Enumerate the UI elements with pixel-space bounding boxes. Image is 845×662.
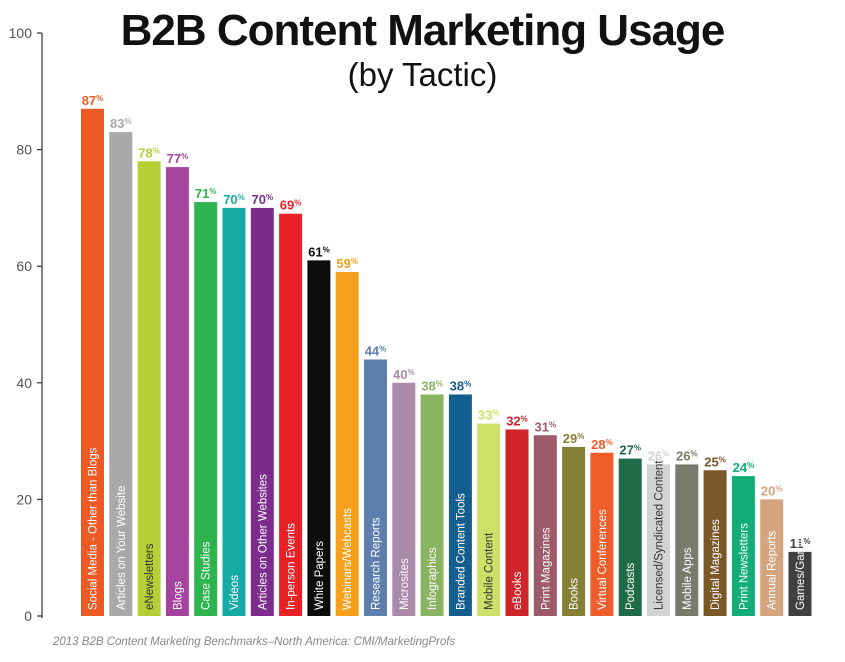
bar <box>788 551 812 616</box>
data-label: 38% <box>421 378 443 393</box>
data-label: 78% <box>138 145 160 160</box>
category-label: Videos <box>229 575 241 610</box>
category-label: Books <box>569 578 581 610</box>
bar <box>562 446 586 616</box>
data-label: 28% <box>591 437 613 452</box>
data-label: 71% <box>195 186 217 201</box>
bar <box>165 167 189 616</box>
data-label: 61% <box>308 244 330 259</box>
category-label: Virtual Conferences <box>597 509 609 610</box>
category-label: Case Studies <box>201 541 213 610</box>
data-label: 70% <box>223 192 245 207</box>
bar <box>703 470 727 616</box>
category-label: eBooks <box>512 571 524 610</box>
bar <box>392 382 416 616</box>
bar <box>420 394 444 616</box>
data-label: 40% <box>393 367 415 382</box>
bar <box>250 207 274 616</box>
bar <box>477 423 501 616</box>
y-tick-label: 60 <box>16 258 32 274</box>
category-label: Articles on Other Websites <box>257 474 269 610</box>
data-label: 25% <box>704 454 726 469</box>
category-label: Print Newsletters <box>738 523 750 610</box>
data-label: 77% <box>167 151 189 166</box>
bar <box>307 260 331 616</box>
bar <box>675 464 699 616</box>
category-label: Print Magazines <box>540 527 552 610</box>
y-tick-label: 100 <box>9 25 33 41</box>
bar <box>279 213 303 617</box>
category-label: Licensed/Syndicated Content <box>654 460 666 610</box>
bar <box>364 359 387 616</box>
y-tick-label: 20 <box>16 491 32 507</box>
data-label: 59% <box>336 256 358 271</box>
category-label: Webinars/Webcasts <box>342 508 354 610</box>
chart-title: B2B Content Marketing Usage <box>120 6 726 55</box>
bar <box>448 394 472 616</box>
data-label: 29% <box>563 431 585 446</box>
category-label: Podcasts <box>625 562 637 610</box>
category-label: Blogs <box>172 581 184 610</box>
data-label: 83% <box>110 116 132 131</box>
category-label: Research Reports <box>371 517 383 610</box>
category-label: Mobile Apps <box>682 547 694 610</box>
chart-subtitle: (by Tactic) <box>347 56 498 93</box>
data-label: 32% <box>506 413 528 428</box>
data-label: 87% <box>82 93 104 108</box>
bar <box>533 435 557 616</box>
bar <box>137 161 161 616</box>
category-label: eNewsletters <box>144 543 156 610</box>
bar <box>194 202 218 616</box>
category-label: Games/Gamification <box>795 506 807 610</box>
category-label: Annual Reports <box>767 530 779 610</box>
data-label: 69% <box>280 198 302 213</box>
bar <box>590 452 614 616</box>
bar <box>222 207 246 616</box>
y-tick-label: 40 <box>16 375 32 391</box>
data-label: 33% <box>478 408 500 423</box>
data-label: 24% <box>733 460 755 475</box>
data-label: 26% <box>676 448 698 463</box>
bar <box>335 272 359 616</box>
data-label: 20% <box>761 483 783 498</box>
bar <box>109 132 133 617</box>
category-label: Articles on Your Website <box>116 486 128 610</box>
category-label: Infographics <box>427 547 439 610</box>
bar <box>731 476 755 616</box>
bar <box>760 499 784 616</box>
bar <box>618 458 642 616</box>
bar <box>81 108 104 616</box>
y-tick-label: 0 <box>24 608 32 624</box>
category-label: Mobile Content <box>484 532 496 610</box>
data-label: 31% <box>535 419 557 434</box>
category-label: In-person Events <box>286 523 298 610</box>
data-label: 44% <box>365 343 387 358</box>
bar <box>505 429 529 616</box>
bar <box>647 464 670 616</box>
data-label: 27% <box>619 443 641 458</box>
category-label: Digital Magazines <box>710 519 722 610</box>
category-label: White Papers <box>314 541 326 610</box>
category-label: Microsites <box>399 558 411 610</box>
data-label: 38% <box>450 378 472 393</box>
y-tick-label: 80 <box>16 142 32 158</box>
source-note: 2013 B2B Content Marketing Benchmarks–No… <box>53 636 456 648</box>
category-label: Branded Content Tools <box>455 493 467 610</box>
category-label: Social Media - Other than Blogs <box>88 447 100 610</box>
data-label: 70% <box>252 192 274 207</box>
